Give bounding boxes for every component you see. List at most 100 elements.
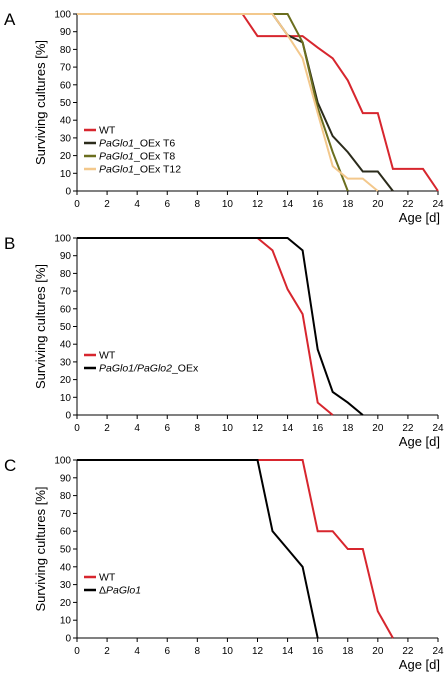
y-tick-label: 50 <box>60 98 72 109</box>
panel-letter: A <box>4 10 16 29</box>
y-tick-label: 30 <box>60 357 72 368</box>
y-tick-label: 30 <box>60 133 72 144</box>
legend-label: PaGlo1_OEx T8 <box>99 151 175 163</box>
x-tick-label: 18 <box>342 199 354 210</box>
legend-label-part: PaGlo1 <box>99 151 134 163</box>
y-tick-label: 80 <box>60 269 72 280</box>
x-tick-label: 0 <box>74 423 80 434</box>
x-tick-label: 22 <box>402 646 414 657</box>
y-tick-label: 60 <box>60 527 72 538</box>
legend-label-part: _OEx T6 <box>133 138 175 150</box>
legend-label: WT <box>99 125 116 137</box>
x-tick-label: 16 <box>312 646 324 657</box>
series-line <box>77 459 319 639</box>
legend-label-part: _OEx T8 <box>133 151 175 163</box>
x-tick-label: 6 <box>164 646 170 657</box>
x-tick-label: 2 <box>104 199 110 210</box>
x-tick-label: 12 <box>252 646 264 657</box>
legend-label-part: PaGlo1 <box>106 585 141 597</box>
legend-label: ΔPaGlo1 <box>99 585 141 597</box>
legend-label-part: WT <box>99 125 116 137</box>
x-tick-label: 6 <box>164 423 170 434</box>
y-tick-label: 40 <box>60 340 72 351</box>
legend-label: WT <box>99 350 116 362</box>
x-tick-label: 14 <box>282 646 294 657</box>
legend-label-part: Δ <box>99 585 106 597</box>
x-tick-label: 4 <box>134 199 140 210</box>
y-tick-label: 0 <box>65 411 71 422</box>
x-tick-label: 20 <box>372 199 384 210</box>
x-tick-label: 12 <box>252 423 264 434</box>
x-tick-label: 16 <box>312 199 324 210</box>
x-tick-label: 22 <box>402 423 414 434</box>
legend-label: WT <box>99 572 116 584</box>
x-tick-label: 14 <box>282 199 294 210</box>
x-tick-label: 18 <box>342 646 354 657</box>
x-tick-label: 20 <box>372 646 384 657</box>
y-tick-label: 100 <box>54 10 71 21</box>
x-tick-label: 24 <box>432 646 444 657</box>
x-tick-label: 14 <box>282 423 294 434</box>
y-tick-label: 50 <box>60 545 72 556</box>
legend-label-part: WT <box>99 350 116 362</box>
x-tick-label: 18 <box>342 423 354 434</box>
y-axis-title: Surviving cultures [%] <box>33 487 48 612</box>
legend-label-part: _OEx <box>171 363 199 375</box>
x-tick-label: 8 <box>195 199 201 210</box>
legend-label-part: PaGlo1/PaGlo2 <box>99 363 172 375</box>
x-tick-label: 2 <box>104 646 110 657</box>
y-tick-label: 100 <box>54 234 71 245</box>
y-tick-label: 60 <box>60 80 72 91</box>
y-tick-label: 0 <box>65 634 71 645</box>
legend-label-part: _OEx T12 <box>133 164 181 176</box>
panel-letter: B <box>4 234 15 253</box>
x-axis-title: Age [d] <box>399 210 440 225</box>
x-tick-label: 20 <box>372 423 384 434</box>
y-tick-label: 40 <box>60 116 72 127</box>
x-tick-label: 8 <box>195 646 201 657</box>
series-line <box>77 13 439 192</box>
y-tick-label: 70 <box>60 509 72 520</box>
series-line <box>77 237 334 416</box>
y-tick-label: 20 <box>60 375 72 386</box>
series-line <box>77 237 364 416</box>
y-tick-label: 80 <box>60 45 72 56</box>
y-tick-label: 90 <box>60 27 72 38</box>
x-tick-label: 24 <box>432 423 444 434</box>
legend-label: PaGlo1_OEx T6 <box>99 138 175 150</box>
legend-label-part: WT <box>99 572 116 584</box>
legend-label-part: PaGlo1 <box>99 138 134 150</box>
y-tick-label: 10 <box>60 616 72 627</box>
y-tick-label: 20 <box>60 598 72 609</box>
y-tick-label: 90 <box>60 473 72 484</box>
x-tick-label: 16 <box>312 423 324 434</box>
x-tick-label: 0 <box>74 199 80 210</box>
y-axis-title: Surviving cultures [%] <box>33 40 48 165</box>
x-tick-label: 10 <box>222 199 234 210</box>
x-tick-label: 4 <box>134 646 140 657</box>
y-tick-label: 70 <box>60 63 72 74</box>
y-tick-label: 20 <box>60 151 72 162</box>
x-tick-label: 8 <box>195 423 201 434</box>
x-tick-label: 2 <box>104 423 110 434</box>
y-tick-label: 10 <box>60 169 72 180</box>
x-tick-label: 0 <box>74 646 80 657</box>
series-line <box>77 13 379 192</box>
y-tick-label: 100 <box>54 456 71 467</box>
legend-label: PaGlo1/PaGlo2_OEx <box>99 363 199 375</box>
y-tick-label: 50 <box>60 322 72 333</box>
x-axis-title: Age [d] <box>399 657 440 672</box>
legend-label: PaGlo1_OEx T12 <box>99 164 181 176</box>
x-tick-label: 10 <box>222 646 234 657</box>
x-tick-label: 4 <box>134 423 140 434</box>
x-tick-label: 24 <box>432 199 444 210</box>
y-tick-label: 40 <box>60 562 72 573</box>
legend-label-part: PaGlo1 <box>99 164 134 176</box>
y-tick-label: 10 <box>60 393 72 404</box>
x-tick-label: 10 <box>222 423 234 434</box>
y-tick-label: 60 <box>60 304 72 315</box>
x-tick-label: 6 <box>164 199 170 210</box>
